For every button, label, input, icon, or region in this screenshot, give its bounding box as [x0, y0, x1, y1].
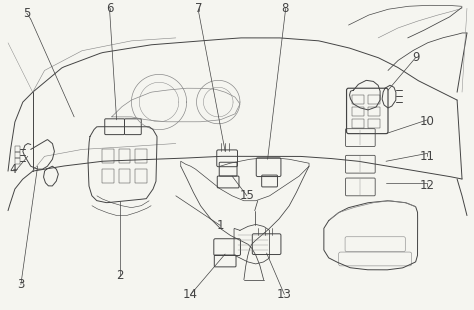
Text: 11: 11: [420, 150, 435, 163]
Bar: [102, 169, 114, 183]
Text: 10: 10: [420, 115, 435, 128]
Text: 7: 7: [195, 2, 202, 15]
Bar: [368, 119, 380, 128]
Bar: [15, 146, 20, 153]
Bar: [368, 95, 380, 104]
Text: 14: 14: [183, 288, 198, 301]
Text: 15: 15: [239, 189, 255, 202]
Text: 3: 3: [17, 278, 25, 291]
Bar: [15, 153, 20, 158]
Bar: [136, 149, 147, 163]
Text: 1: 1: [217, 219, 224, 232]
Bar: [118, 149, 130, 163]
Text: 8: 8: [282, 2, 289, 15]
Bar: [102, 149, 114, 163]
Bar: [353, 107, 365, 116]
Bar: [353, 119, 365, 128]
Bar: [353, 95, 365, 104]
Text: 12: 12: [420, 179, 435, 193]
Text: 2: 2: [116, 269, 123, 282]
Text: 9: 9: [412, 51, 419, 64]
Bar: [15, 158, 20, 164]
Text: 4: 4: [9, 163, 17, 176]
Bar: [118, 169, 130, 183]
Text: 6: 6: [106, 2, 113, 15]
Bar: [368, 107, 380, 116]
Text: 13: 13: [277, 288, 292, 301]
Text: 5: 5: [23, 7, 30, 20]
Bar: [136, 169, 147, 183]
